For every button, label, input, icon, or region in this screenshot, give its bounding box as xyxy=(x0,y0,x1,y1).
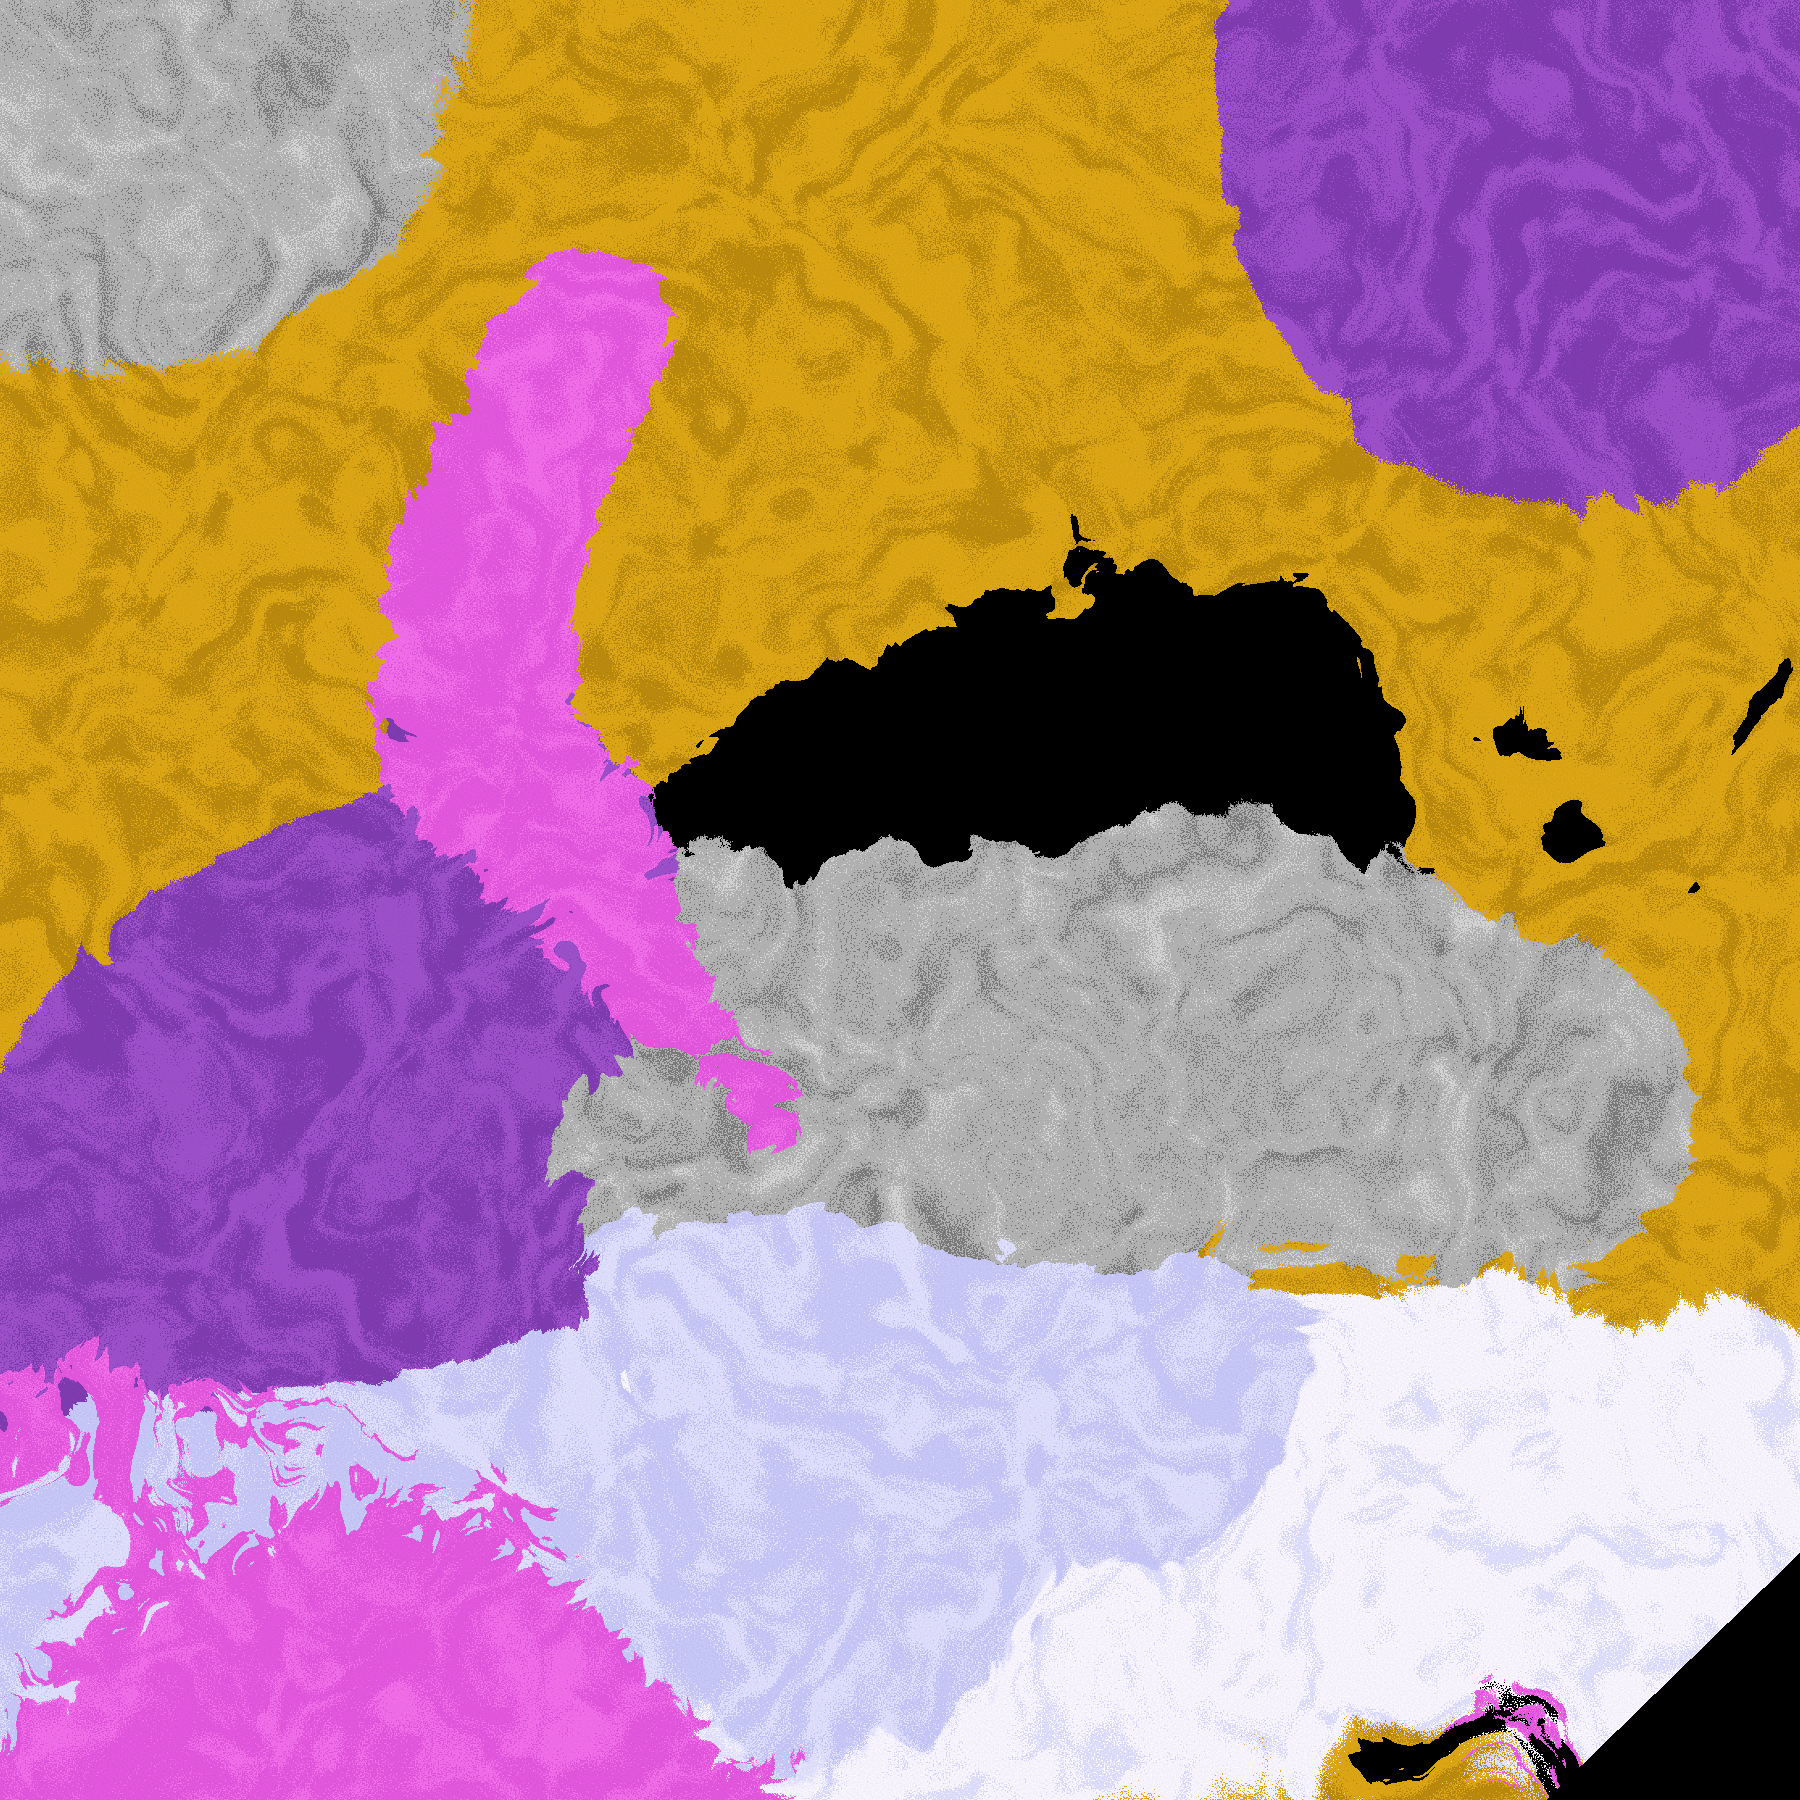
satellite-scene-canvas xyxy=(0,0,1800,1800)
satellite-image-viewer xyxy=(0,0,1800,1800)
